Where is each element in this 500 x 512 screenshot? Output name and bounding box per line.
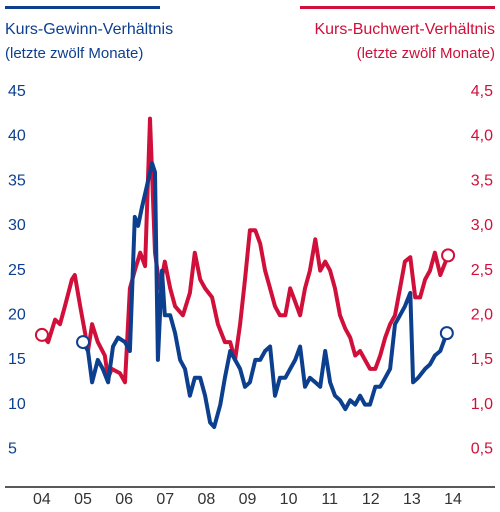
- y2-tick-label: 2,0: [471, 306, 493, 323]
- y-tick-label: 25: [8, 262, 26, 279]
- x-tick-label: 09: [239, 491, 257, 508]
- y-tick-label: 35: [8, 172, 26, 189]
- x-tick-label: 13: [403, 491, 421, 508]
- y-tick-label: 30: [8, 217, 26, 234]
- y-tick-label: 40: [8, 128, 26, 145]
- y2-tick-label: 0,5: [471, 441, 493, 458]
- x-tick-label: 05: [74, 491, 92, 508]
- y-tick-label: 5: [8, 441, 17, 458]
- x-tick-label: 07: [156, 491, 174, 508]
- end-marker: [441, 248, 456, 263]
- y2-tick-label: 3,0: [471, 217, 493, 234]
- y2-tick-label: 1,5: [471, 351, 493, 368]
- y2-tick-label: 1,0: [471, 396, 493, 413]
- legend-label: Kurs-Buchwert-Verhältnis: [314, 21, 495, 38]
- y-tick-label: 20: [8, 306, 26, 323]
- x-tick-label: 08: [197, 491, 215, 508]
- legend-label: Kurs-Gewinn-Verhältnis: [5, 21, 173, 38]
- series-line: [40, 116, 450, 385]
- legend-bar: [5, 6, 160, 9]
- series-line: [81, 161, 449, 429]
- x-tick-label: 06: [115, 491, 133, 508]
- y2-tick-label: 4,0: [471, 128, 493, 145]
- y2-tick-label: 2,5: [471, 262, 493, 279]
- y-tick-label: 10: [8, 396, 26, 413]
- x-tick-label: 04: [33, 491, 51, 508]
- end-marker: [34, 327, 49, 342]
- x-tick-label: 12: [362, 491, 380, 508]
- y2-tick-label: 3,5: [471, 172, 493, 189]
- legend-sublabel: (letzte zwölf Monate): [357, 45, 495, 62]
- end-marker: [439, 326, 454, 341]
- end-marker: [76, 335, 91, 350]
- y-tick-label: 45: [8, 83, 26, 100]
- y-tick-label: 15: [8, 351, 26, 368]
- x-tick-label: 11: [321, 491, 338, 508]
- legend-sublabel: (letzte zwölf Monate): [5, 45, 143, 62]
- x-tick-label: 14: [444, 491, 462, 508]
- y2-tick-label: 4,5: [471, 83, 493, 100]
- x-tick-label: 10: [280, 491, 298, 508]
- legend-bar: [300, 6, 495, 9]
